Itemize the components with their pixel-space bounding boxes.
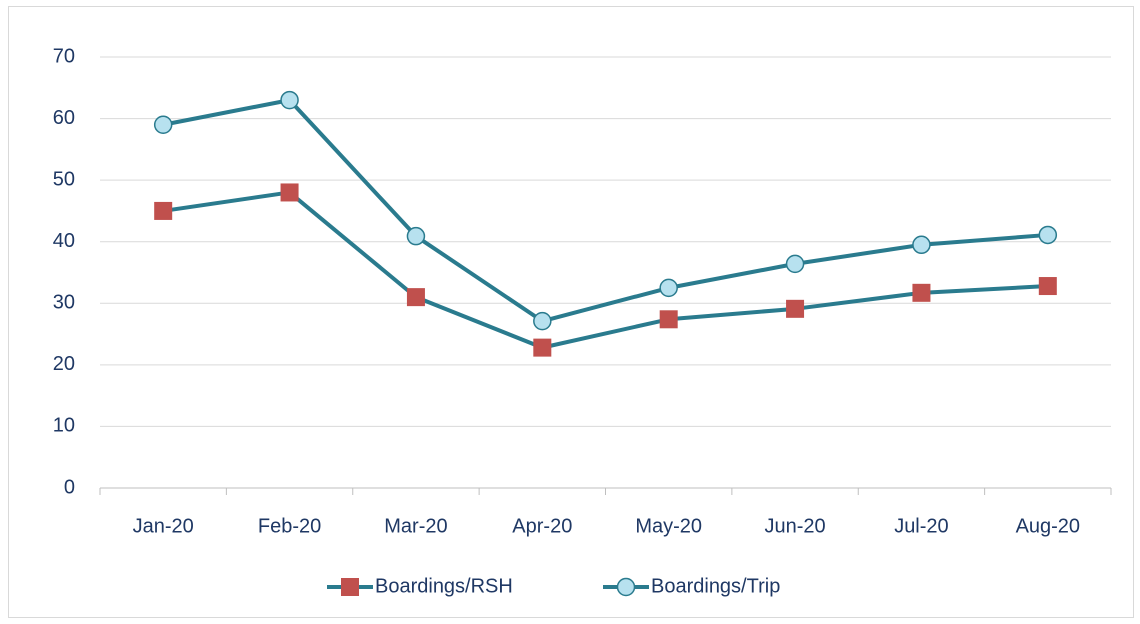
data-point — [406, 288, 425, 307]
data-point — [1038, 277, 1057, 296]
data-point — [154, 201, 173, 220]
y-tick-label: 70 — [53, 45, 75, 67]
x-tick-label: Apr-20 — [512, 515, 572, 537]
series-line — [162, 98, 1048, 324]
data-point — [659, 310, 678, 329]
data-point — [533, 311, 552, 331]
data-point — [912, 283, 931, 302]
data-point — [785, 254, 805, 274]
x-tick-label: May-20 — [635, 515, 702, 537]
data-point — [153, 115, 173, 134]
data-point — [1038, 225, 1058, 245]
x-tick-label: Jul-20 — [894, 515, 948, 537]
x-tick-label: Aug-20 — [1016, 515, 1081, 537]
y-tick-label: 20 — [53, 353, 75, 375]
y-tick-label: 30 — [53, 292, 75, 314]
y-tick-label: 10 — [53, 415, 75, 437]
x-tick-label: Mar-20 — [384, 515, 447, 537]
legend-label: Boardings/RSH — [375, 575, 513, 597]
x-tick-label: Jun-20 — [764, 515, 825, 537]
y-tick-label: 50 — [53, 168, 75, 190]
data-point — [406, 226, 426, 246]
data-point — [786, 299, 805, 318]
legend-marker — [341, 578, 359, 596]
data-point — [659, 278, 678, 298]
data-point — [912, 235, 931, 255]
series-line — [162, 190, 1048, 350]
x-tick-label: Feb-20 — [258, 515, 321, 537]
legend-marker — [616, 577, 636, 597]
data-point — [280, 183, 299, 202]
y-tick-label: 0 — [64, 476, 75, 498]
y-tick-label: 60 — [53, 107, 75, 129]
legend-label: Boardings/Trip — [651, 575, 780, 597]
data-point — [280, 90, 299, 110]
x-tick-label: Jan-20 — [133, 515, 194, 537]
data-point — [533, 338, 552, 357]
y-tick-label: 40 — [53, 230, 75, 252]
